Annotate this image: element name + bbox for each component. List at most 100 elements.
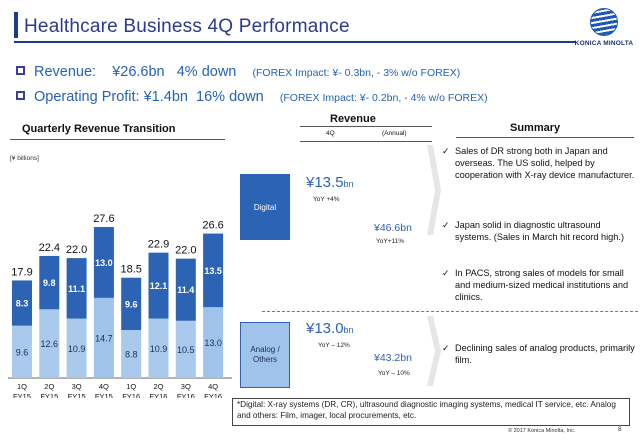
revenue-label: Revenue: (34, 64, 97, 80)
op-profit-label: Operating Profit: (34, 89, 140, 105)
digital-value-label: 9.8 (43, 278, 56, 288)
analog-value-label: 10.5 (177, 345, 195, 355)
category-label-quarter: 4Q (99, 382, 109, 391)
category-label-quarter: 1Q (17, 382, 27, 391)
segment-divider (262, 311, 638, 312)
company-logo: KONICA MINOLTA (574, 8, 634, 56)
globe-logo-icon (590, 8, 618, 36)
square-bullet-icon (16, 91, 25, 100)
digital-4q-unit: bn (343, 179, 354, 189)
digital-bar (39, 255, 60, 310)
analog-4q-value: ¥13.0 (306, 320, 344, 337)
square-bullet-icon (16, 66, 25, 75)
revenue-change: 4% down (176, 64, 237, 80)
category-label-year: FY16 (177, 392, 195, 398)
logo-text: KONICA MINOLTA (574, 40, 634, 47)
analog-bar (39, 309, 60, 378)
category-label-year: FY15 (40, 392, 58, 398)
summary-item-text: Japan solid in diagnostic ultrasound sys… (455, 220, 625, 242)
analog-4q-unit: bn (343, 325, 354, 335)
digital-bar (121, 277, 142, 331)
total-value-label: 22.0 (66, 244, 87, 256)
op-profit-value: ¥1.4bn (143, 89, 188, 105)
digital-4q-yoy: YoY +4% (313, 196, 340, 203)
revenue-bullet: Revenue: ¥26.6bn 4% down (FOREX Impact: … (16, 64, 460, 80)
digital-bar (66, 258, 87, 319)
analog-4q-revenue: ¥13.0bn (306, 320, 354, 337)
analog-value-label: 10.9 (150, 344, 168, 354)
category-label-year: FY16 (150, 392, 168, 398)
quarterly-revenue-chart: 9.68.317.91QFY1512.69.822.42QFY1510.911.… (8, 213, 232, 398)
checkmark-icon: ✓ (442, 268, 450, 278)
digital-segment-label: Digital (240, 174, 290, 240)
analog-bar (148, 318, 169, 378)
summary-title: Summary (510, 122, 561, 134)
operating-profit-bullet: Operating Profit: ¥1.4bn 16% down (FOREX… (16, 89, 488, 105)
digital-value-label: 8.3 (16, 299, 29, 309)
total-value-label: 18.5 (120, 264, 141, 276)
analog-value-label: 14.7 (95, 333, 113, 343)
summary-item-text: In PACS, strong sales of models for smal… (455, 268, 629, 302)
slide-header: Healthcare Business 4Q Performance (14, 8, 576, 43)
analog-bar (203, 307, 224, 378)
category-label-quarter: 1Q (126, 382, 136, 391)
analog-bar (121, 330, 142, 378)
total-value-label: 22.0 (175, 245, 196, 257)
checkmark-icon: ✓ (442, 220, 450, 230)
category-label-year: FY15 (68, 392, 86, 398)
op-profit-change: 16% down (196, 89, 264, 105)
revenue-column-title: Revenue (330, 113, 376, 125)
analog-value-label: 9.6 (16, 347, 29, 357)
digital-bar (175, 258, 196, 321)
category-label-quarter: 4Q (208, 382, 218, 391)
chevron-right-icon (427, 316, 441, 386)
total-value-label: 22.9 (148, 239, 169, 251)
category-label-quarter: 2Q (44, 382, 54, 391)
category-label-year: FY15 (13, 392, 31, 398)
summary-title-rule (456, 137, 634, 138)
category-label-year: FY16 (204, 392, 222, 398)
col-header-annual: (Annual) (382, 130, 407, 137)
total-value-label: 17.9 (11, 266, 32, 278)
header-accent-bar (14, 12, 18, 38)
digital-value-label: 11.1 (68, 284, 85, 294)
category-label-year: FY16 (122, 392, 140, 398)
analog-value-label: 8.8 (125, 350, 138, 360)
checkmark-icon: ✓ (442, 146, 450, 156)
digital-value-label: 13.5 (204, 266, 222, 276)
analog-bar (175, 320, 196, 378)
category-label-quarter: 3Q (72, 382, 82, 391)
analog-value-label: 13.0 (204, 338, 222, 348)
summary-item-text: Sales of DR strong both in Japan and ove… (455, 146, 635, 180)
revenue-value: ¥26.6bn (112, 64, 165, 80)
summary-item-text: Declining sales of analog products, prim… (455, 343, 635, 365)
digital-value-label: 12.1 (150, 281, 168, 291)
analog-annual-yoy: YoY – 10% (378, 370, 410, 377)
category-label-year: FY15 (95, 392, 113, 398)
revenue-title-rule (300, 126, 432, 127)
chart-title-rule (10, 139, 225, 140)
digital-bar (203, 233, 224, 308)
digital-4q-value: ¥13.5 (306, 174, 344, 191)
analog-value-label: 12.6 (41, 339, 59, 349)
revenue-header-rule (300, 141, 432, 142)
total-value-label: 22.4 (39, 242, 60, 254)
analog-bar (66, 318, 87, 378)
category-label-quarter: 3Q (181, 382, 191, 391)
chart-unit-label: [¥ billions] (10, 155, 39, 162)
analog-annual-revenue: ¥43.2bn (374, 352, 412, 364)
digital-value-label: 11.4 (177, 285, 194, 295)
chart-title: Quarterly Revenue Transition (22, 123, 176, 135)
op-profit-forex: (FOREX Impact: ¥- 0.2bn, - 4% w/o FOREX) (279, 92, 488, 104)
header-rule (14, 41, 576, 43)
analog-bar (93, 297, 114, 378)
analog-4q-yoy: YoY – 12% (318, 342, 350, 349)
page-number: 8 (618, 426, 622, 433)
digital-bar (148, 252, 169, 319)
digital-annual-revenue: ¥46.6bn (374, 222, 412, 234)
chevron-right-icon (427, 145, 441, 235)
segment-footnote: *Digital: X-ray systems (DR, CR), ultras… (232, 398, 630, 426)
analog-segment-label: Analog / Others (240, 322, 290, 388)
digital-annual-yoy: YoY+11% (376, 238, 405, 245)
digital-bar (93, 227, 114, 298)
